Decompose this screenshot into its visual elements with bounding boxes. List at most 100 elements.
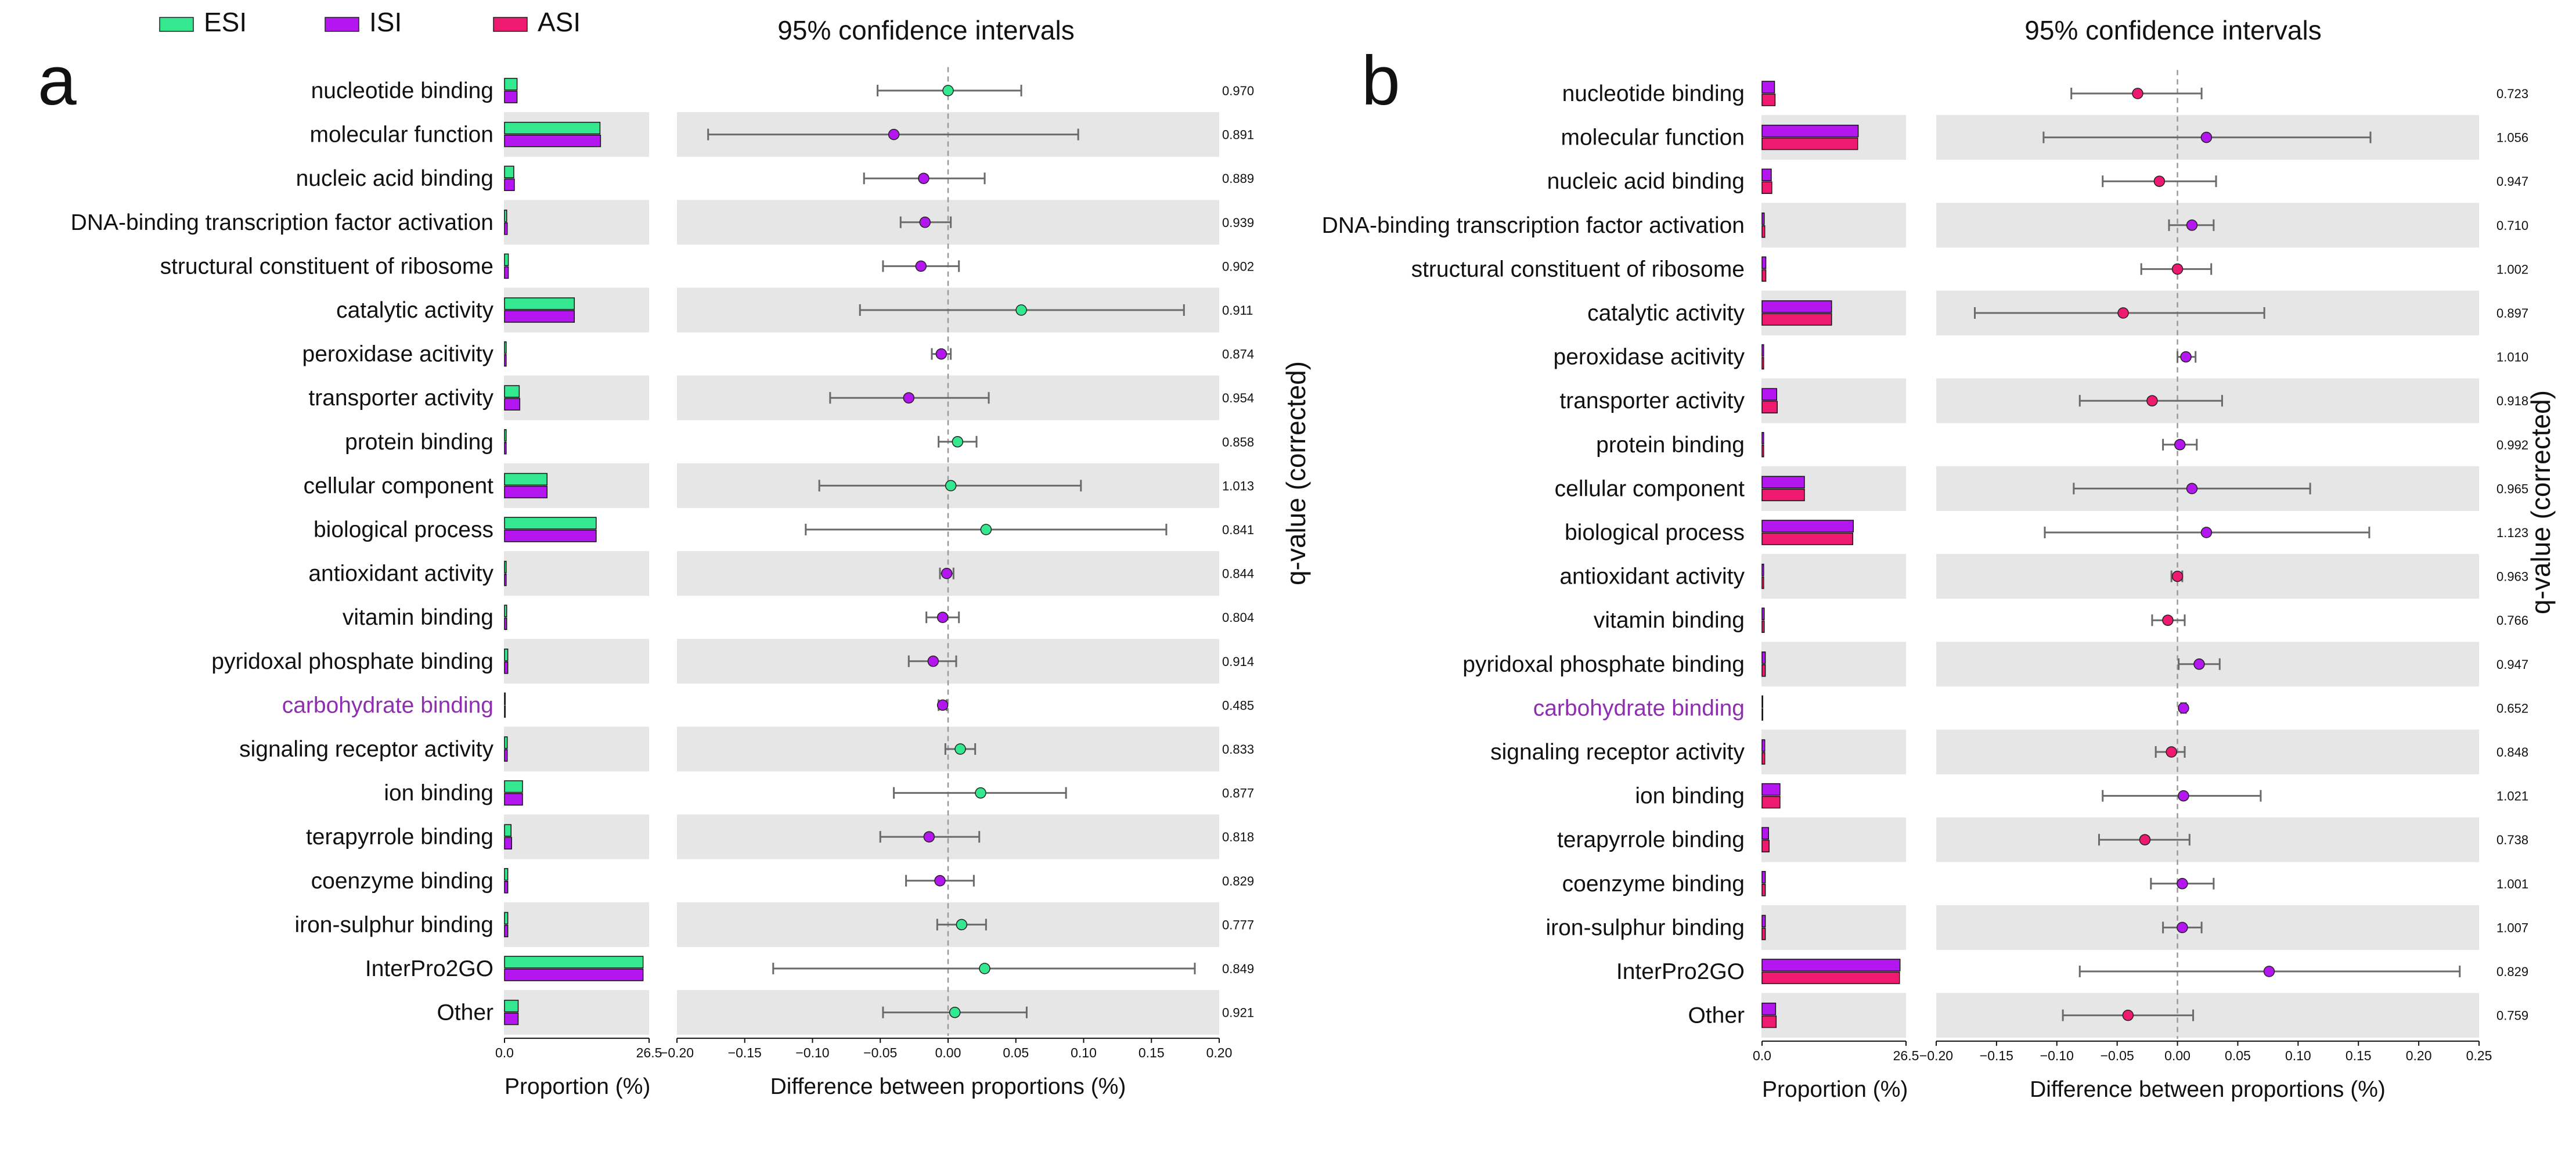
bar-tick-label: 26.5 [636, 1045, 662, 1060]
category-label: transporter activity [308, 386, 493, 411]
diff-point-esi [956, 919, 968, 931]
bar-asi [1761, 93, 1776, 106]
category-label: structural constituent of ribosome [160, 254, 493, 279]
bar-esi [504, 604, 507, 617]
q-value: 0.844 [1222, 567, 1254, 581]
bar-asi [1761, 445, 1764, 458]
diff-point-asi [2132, 88, 2143, 99]
bar-isi [1761, 915, 1766, 928]
bar-asi [1761, 795, 1781, 809]
bar-asi [1761, 884, 1766, 897]
bar-esi [504, 165, 514, 178]
q-value: 0.710 [2496, 218, 2528, 233]
q-value: 0.485 [1222, 698, 1254, 712]
category-label: nucleotide binding [311, 78, 493, 103]
bar-isi [1761, 432, 1764, 445]
category-label: vitamin binding [343, 605, 493, 630]
category-label: ion binding [384, 781, 493, 806]
category-label: Other [1688, 1003, 1745, 1028]
bar-esi [504, 429, 507, 442]
q-value: 0.921 [1222, 1006, 1254, 1020]
diff-point-asi [2162, 614, 2174, 626]
diff-point-esi [942, 85, 954, 96]
bar-esi [504, 560, 507, 574]
bar-isi [504, 881, 509, 894]
bar-tick-label: 0.0 [1753, 1048, 1771, 1063]
q-value: 0.766 [2496, 613, 2528, 628]
q-value: 0.992 [2496, 438, 2528, 452]
bar-isi [504, 134, 601, 147]
bar-esi [504, 473, 548, 486]
diff-point-esi [949, 1006, 961, 1018]
bar-stripe [504, 990, 649, 1035]
diff-tick-label: 0.15 [2346, 1048, 2372, 1063]
category-label: vitamin binding [1594, 608, 1745, 633]
q-value: 0.954 [1222, 391, 1254, 405]
ci-title: 95% confidence intervals [2024, 15, 2321, 45]
category-label: catalytic activity [1587, 301, 1745, 326]
diff-point-isi [936, 699, 949, 711]
bar-stripe [504, 814, 649, 859]
bar-asi [1761, 620, 1765, 633]
q-value: 1.056 [2496, 131, 2528, 145]
q-value: 1.021 [2496, 789, 2528, 804]
diff-point-asi [2153, 175, 2166, 187]
bar-isi [1761, 871, 1766, 884]
diff-tick-label: −0.15 [1980, 1048, 2013, 1063]
bar-stripe [1761, 817, 1906, 862]
bar-asi [1761, 313, 1832, 326]
bar-esi [504, 956, 644, 969]
bar-asi [1761, 357, 1764, 370]
bar-asi [1761, 576, 1764, 589]
bar-esi [504, 517, 597, 530]
category-label: biological process [1565, 520, 1745, 545]
bar-stripe [504, 463, 649, 508]
diff-point-isi [888, 128, 900, 141]
bar-esi [504, 649, 509, 661]
diff-point-asi [2146, 395, 2158, 406]
category-label: ion binding [1635, 784, 1745, 809]
q-value: 0.947 [2496, 657, 2528, 672]
bar-isi [1761, 388, 1778, 401]
diff-point-isi [2200, 527, 2213, 538]
category-label: biological process [314, 517, 493, 542]
legend-swatch-asi [493, 17, 528, 32]
category-label: peroxidase acitivity [1554, 345, 1745, 370]
category-label: coenzyme binding [311, 869, 493, 894]
diff-point-esi [952, 436, 964, 448]
legend-label-asi: ASI [538, 7, 581, 37]
category-label: catalytic activity [336, 298, 493, 323]
bar-stripe [504, 726, 649, 772]
panel-a: a 95% confidence intervals nucleotide bind… [38, 15, 1311, 1099]
diff-tick-label: 0.20 [2406, 1048, 2432, 1063]
bar-isi [1761, 168, 1772, 181]
bar-stripe [504, 902, 649, 947]
bar-isi [1761, 1002, 1777, 1016]
diff-xlabel: Difference between proportions (%) [2030, 1077, 2386, 1102]
bar-esi [504, 868, 509, 881]
category-label: carbohydrate binding [282, 693, 493, 718]
q-value: 0.874 [1222, 347, 1254, 362]
diff-point-isi [2186, 483, 2198, 495]
panel-label: b [1361, 42, 1400, 120]
bar-stripe [1761, 466, 1906, 511]
diff-stripe [1936, 729, 2479, 775]
q-value: 0.818 [1222, 830, 1254, 844]
diff-tick-label: 0.10 [2285, 1048, 2311, 1063]
diff-point-isi [903, 392, 915, 404]
bar-asi [1761, 488, 1805, 502]
diff-point-isi [919, 217, 931, 228]
q-value: 0.804 [1222, 610, 1254, 625]
bar-esi [504, 121, 601, 135]
bar-esi [504, 253, 509, 267]
category-label: DNA-binding transcription factor activat… [1322, 213, 1745, 238]
legend: ESI ISI ASI [159, 7, 581, 37]
row-stripes [504, 112, 1219, 1035]
diff-tick-label: 0.00 [935, 1045, 961, 1060]
diff-point-isi [2178, 702, 2189, 714]
bar-isi [1761, 213, 1765, 225]
bar-esi [504, 78, 518, 91]
q-value: 0.738 [2496, 833, 2528, 847]
bar-asi [1761, 532, 1854, 545]
bar-esi [504, 780, 523, 793]
